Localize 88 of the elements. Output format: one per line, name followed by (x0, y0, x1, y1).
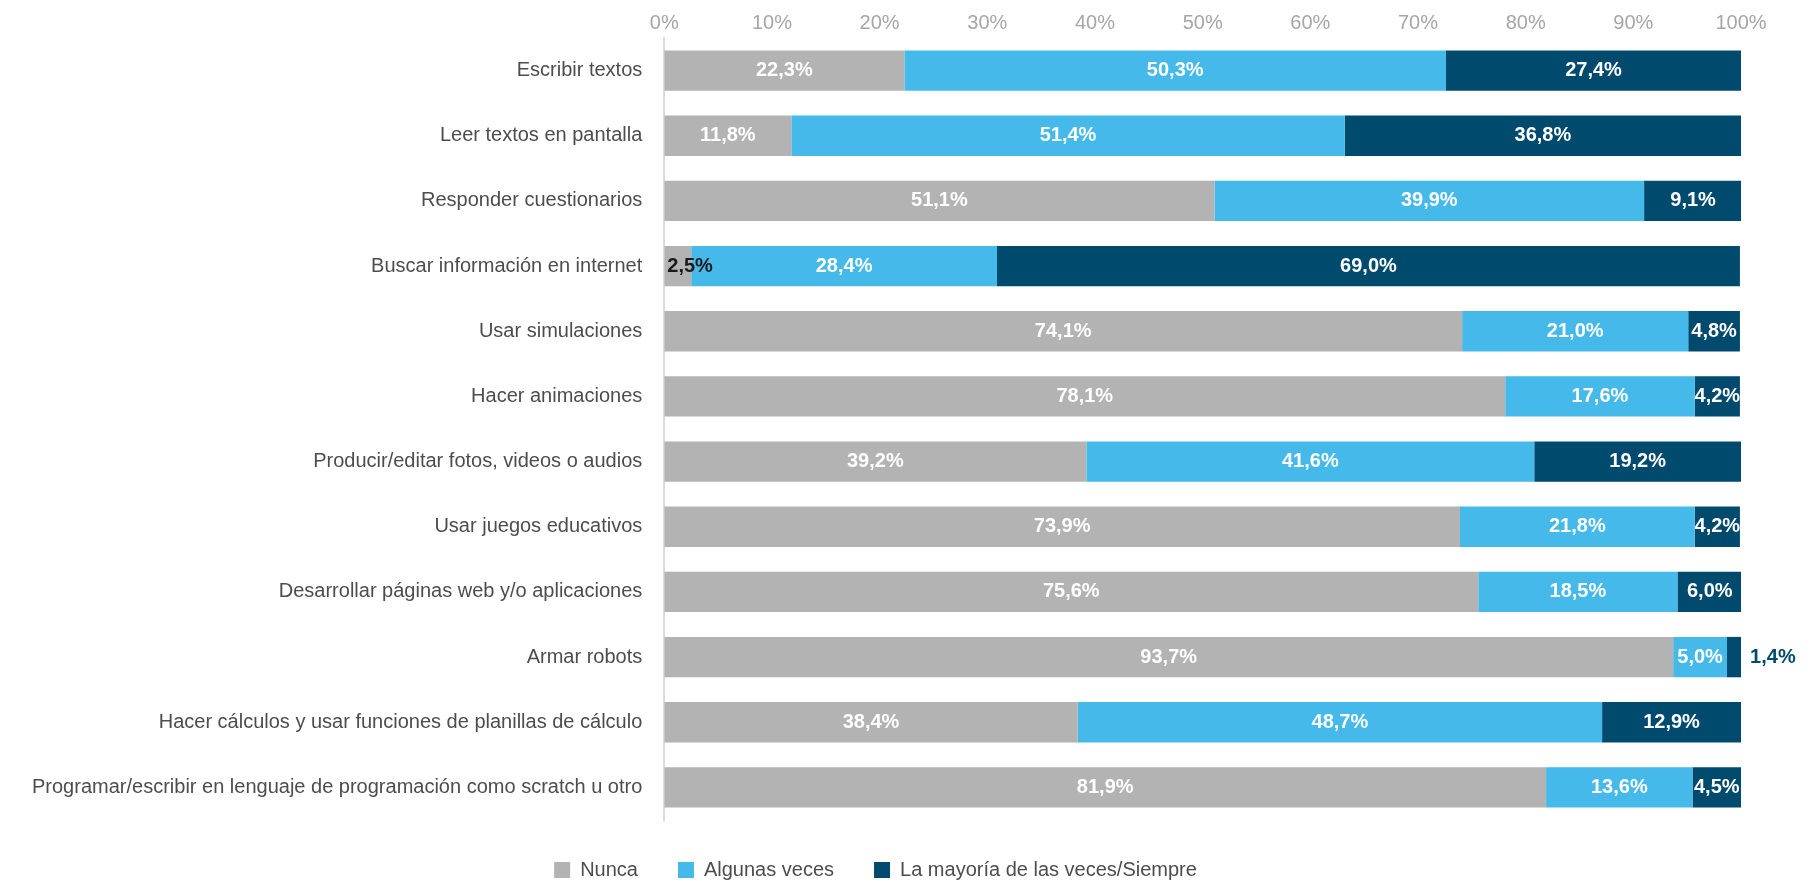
x-tick-label: 30% (967, 10, 1008, 33)
bar (997, 245, 1740, 287)
legend-label: La mayoría de las veces/Siempre (900, 857, 1197, 880)
x-tick-label: 90% (1613, 10, 1654, 33)
bar (664, 767, 1547, 808)
data-label: 74,1% (1034, 318, 1092, 341)
data-label: 28,4% (815, 253, 873, 276)
bar (1077, 702, 1603, 743)
bar (664, 311, 1463, 352)
data-label: 12,9% (1643, 709, 1701, 732)
bar (664, 441, 1087, 482)
bar (664, 180, 1215, 222)
x-tick-label: 70% (1397, 10, 1439, 33)
data-label: 9,1% (1670, 188, 1717, 211)
x-tick-label: 60% (1290, 10, 1331, 33)
bar (1459, 506, 1695, 547)
bar (664, 636, 1674, 678)
data-label: 1,4% (1750, 644, 1796, 667)
data-label: 11,8% (700, 123, 756, 146)
bar (664, 702, 1078, 743)
y-tick-label: Armar robots (526, 644, 643, 667)
bar (904, 50, 1446, 91)
x-tick-label: 0% (649, 10, 679, 33)
data-label: 17,6% (1571, 383, 1629, 406)
data-label: 39,2% (846, 449, 904, 472)
y-tick-label: Buscar información en internet (371, 253, 643, 276)
data-label: 18,5% (1549, 579, 1607, 602)
data-label: 73,9% (1033, 514, 1091, 537)
y-tick-label: Producir/editar fotos, videos o audios (313, 449, 643, 472)
bar (1086, 441, 1535, 482)
bar (664, 506, 1460, 547)
data-label: 48,7% (1311, 709, 1369, 732)
x-tick-label: 100% (1715, 10, 1767, 33)
y-tick-label: Escribir textos (516, 58, 643, 81)
y-tick-label: Programar/escribir en lenguaje de programación como scratch u otro (32, 774, 643, 797)
bar (1214, 180, 1645, 222)
bar (664, 50, 905, 91)
bar (1602, 702, 1741, 743)
data-label: 78,1% (1056, 383, 1114, 406)
data-label: 22,3% (755, 58, 813, 81)
y-tick-label: Usar juegos educativos (434, 514, 643, 537)
data-label: 4,8% (1691, 318, 1738, 341)
data-label: 21,8% (1548, 514, 1606, 537)
data-label: 51,4% (1039, 123, 1097, 146)
bar (791, 115, 1345, 156)
data-label: 27,4% (1565, 58, 1623, 81)
data-label: 38,4% (842, 709, 900, 732)
data-label: 50,3% (1146, 58, 1204, 81)
data-label: 51,1% (911, 188, 968, 211)
x-tick-label: 10% (751, 10, 793, 33)
bar (1644, 180, 1741, 222)
bar (1546, 767, 1693, 808)
bar (1505, 376, 1695, 417)
data-label: 4,2% (1694, 514, 1741, 537)
bar (664, 571, 1479, 613)
x-tick-label: 80% (1505, 10, 1546, 33)
y-tick-label: Desarrollar páginas web y/o aplicaciones (278, 579, 643, 602)
data-label: 6,0% (1686, 579, 1733, 602)
legend-label: Nunca (580, 857, 639, 880)
bar (664, 376, 1506, 417)
bar (1727, 636, 1741, 678)
x-tick-label: 20% (859, 10, 900, 33)
x-tick-label: 50% (1182, 10, 1223, 33)
y-tick-label: Hacer cálculos y usar funciones de planillas de cálculo (158, 709, 643, 732)
bar (1534, 441, 1741, 482)
data-label: 93,7% (1140, 644, 1198, 667)
y-tick-label: Responder cuestionarios (421, 188, 643, 211)
bar (1445, 50, 1741, 91)
data-label: 4,2% (1694, 383, 1741, 406)
data-label: 4,5% (1693, 774, 1740, 797)
y-tick-label: Leer textos en pantalla (439, 123, 644, 146)
data-label: 41,6% (1281, 449, 1339, 472)
bar (1344, 115, 1741, 156)
bar (1462, 311, 1689, 352)
data-label: 19,2% (1609, 449, 1667, 472)
data-label: 69,0% (1340, 253, 1398, 276)
data-label: 13,6% (1590, 774, 1648, 797)
legend-label: Algunas veces (703, 857, 835, 880)
data-label: 36,8% (1514, 123, 1572, 146)
y-tick-label: Usar simulaciones (478, 318, 643, 341)
y-tick-label: Hacer animaciones (471, 383, 643, 406)
data-label: 75,6% (1042, 579, 1100, 602)
data-label: 5,0% (1677, 644, 1724, 667)
x-tick-label: 40% (1074, 10, 1116, 33)
data-label: 39,9% (1400, 188, 1458, 211)
data-label: 81,9% (1076, 774, 1134, 797)
bar (1478, 571, 1678, 613)
data-label: 21,0% (1546, 318, 1604, 341)
